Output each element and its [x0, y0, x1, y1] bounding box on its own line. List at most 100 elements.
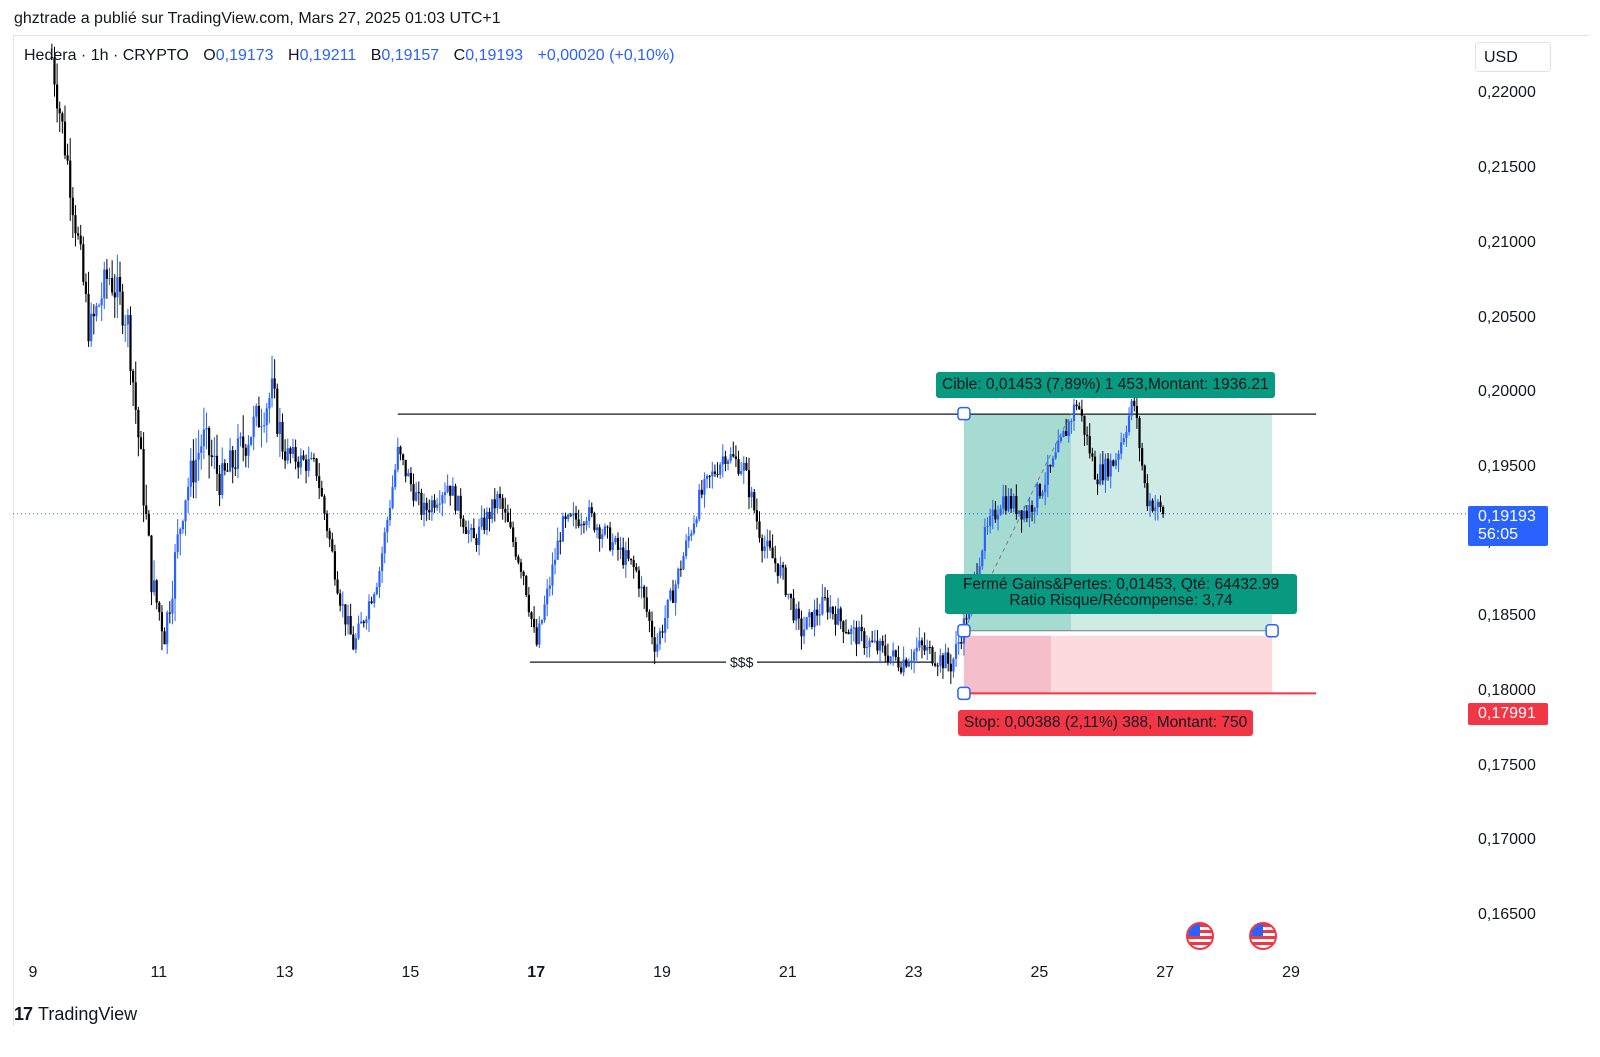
candle-body [477, 526, 481, 545]
stop-price-tag: 0,17991 [1468, 703, 1548, 725]
candle-body [1075, 404, 1078, 407]
candle-body [658, 631, 662, 645]
candle-body [116, 276, 119, 298]
drag-handle[interactable] [1265, 623, 1279, 638]
legend-open-label: O [203, 47, 216, 64]
candle-body [63, 121, 67, 156]
stop-zone[interactable] [963, 635, 1273, 694]
candle-body [978, 566, 981, 579]
candle-body [588, 507, 591, 521]
candle-body [205, 427, 208, 430]
candle-body [837, 608, 840, 625]
candle-body [407, 473, 410, 477]
x-tick-label: 9 [28, 964, 38, 981]
candle-body [873, 640, 876, 642]
candle-body [606, 526, 609, 528]
candle-body [339, 593, 342, 606]
candle-body [401, 454, 405, 460]
candle-body [1015, 495, 1018, 514]
candle-body [519, 562, 523, 572]
y-tick-label: 0,21500 [1478, 159, 1536, 177]
candle-body [82, 244, 85, 282]
candle-body [249, 437, 253, 445]
candle-body [926, 647, 929, 651]
candle-body [168, 612, 171, 614]
candle-body [1135, 406, 1138, 419]
candle-body [504, 508, 507, 513]
candle-body [884, 645, 887, 656]
candle-body [441, 495, 444, 504]
us-flag-icon[interactable] [1249, 922, 1277, 950]
candle-body [530, 612, 533, 619]
candle-body [585, 520, 588, 525]
candle-body [184, 500, 187, 522]
candle-body [795, 608, 798, 621]
candle-body [498, 494, 502, 499]
candle-body [1051, 458, 1055, 467]
candle-body [1112, 460, 1115, 466]
candle-body [726, 460, 730, 464]
pnl-line-1: Fermé Gains&Pertes: 0,01453, Qté: 64432.… [962, 576, 1280, 593]
candle-body [747, 470, 751, 498]
candle-body [66, 155, 69, 161]
candle-body [357, 623, 360, 639]
candle-body [892, 650, 895, 657]
us-flag-icon[interactable] [1186, 922, 1214, 950]
candle-body [952, 658, 955, 672]
candle-body [97, 305, 101, 307]
candle-body [103, 269, 106, 299]
candle-body [147, 514, 150, 536]
brand[interactable]: 17 TradingView [14, 1004, 137, 1025]
candle-body [514, 542, 517, 557]
candle-body [362, 621, 365, 624]
drag-handle[interactable] [957, 406, 971, 421]
candle-body [449, 485, 452, 496]
drag-handle[interactable] [957, 686, 971, 701]
x-tick-label: 29 [1282, 964, 1300, 981]
candle-body [692, 523, 696, 534]
candle-body [569, 514, 572, 516]
last-price-value: 0,19193 [1478, 508, 1536, 525]
y-tick-label: 0,18000 [1478, 682, 1536, 699]
candle-body [349, 615, 352, 635]
candle-body [302, 455, 305, 460]
candle-body [574, 513, 578, 520]
candle-body [915, 647, 918, 652]
candle-body [231, 450, 234, 468]
candle-body [740, 471, 743, 474]
candle-body [391, 487, 394, 509]
candle-body [580, 523, 583, 527]
candle-body [551, 564, 554, 586]
candle-body [284, 451, 287, 461]
candle-body [960, 642, 963, 644]
candle-body [464, 527, 468, 534]
candle-body [902, 659, 905, 673]
candle-body [664, 617, 667, 633]
candle-body [619, 547, 622, 550]
candle-body [913, 651, 916, 661]
y-tick-label: 0,22000 [1478, 84, 1536, 102]
candle-body [71, 197, 74, 216]
drag-handle[interactable] [957, 623, 971, 638]
candle-body [981, 550, 984, 567]
candle-body [690, 533, 693, 537]
candle-body [761, 537, 764, 551]
candle-body [897, 657, 900, 668]
currency-button[interactable]: USD [1475, 42, 1551, 72]
candle-body [483, 517, 486, 530]
candle-body [816, 609, 819, 616]
candle-body [344, 604, 347, 625]
candle-body [1101, 464, 1104, 481]
candle-body [74, 215, 77, 234]
candle-body [944, 652, 947, 669]
candle-body [166, 612, 169, 645]
candle-body [705, 475, 709, 479]
candle-body [386, 520, 389, 533]
candle-body [936, 665, 939, 667]
candle-body [491, 499, 494, 520]
candle-body [409, 473, 413, 485]
candle-body [92, 313, 95, 317]
candle-body [472, 527, 475, 539]
candle-body [643, 586, 646, 598]
